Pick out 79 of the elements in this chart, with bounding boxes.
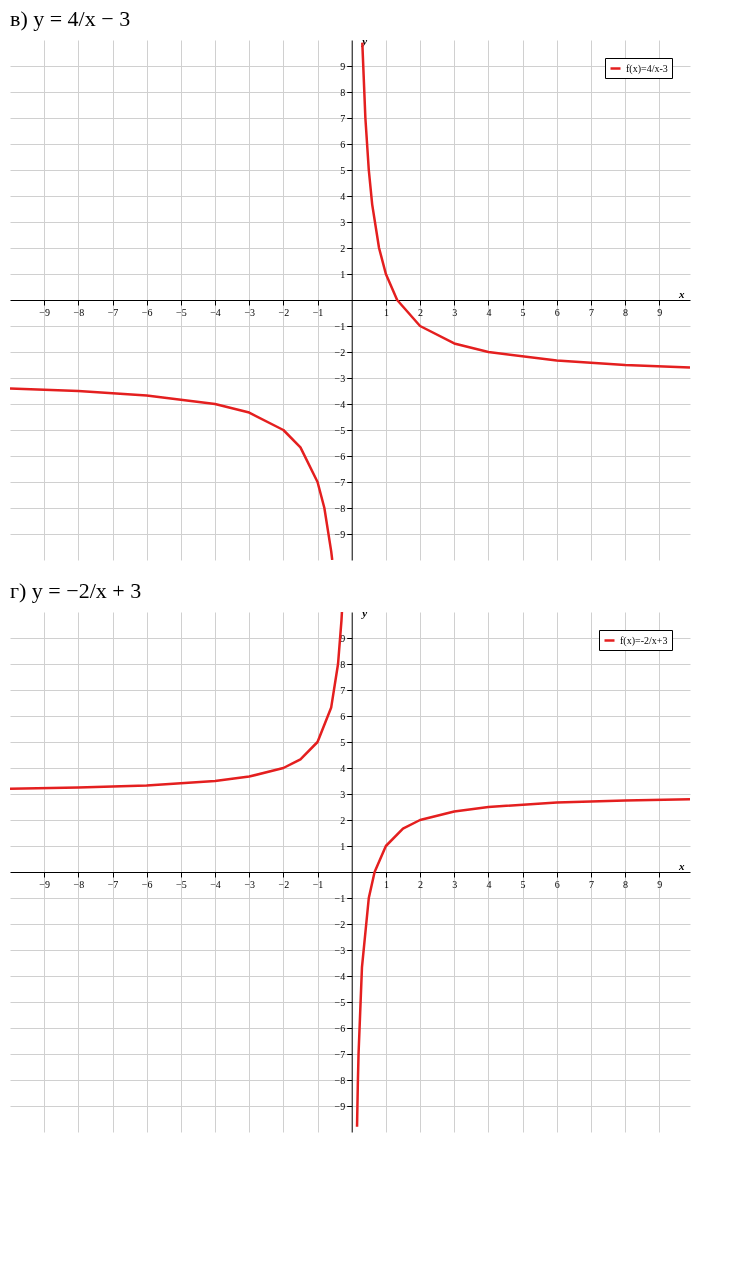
y-tick-label: −1 — [334, 320, 346, 332]
x-axis-title: x — [678, 287, 685, 300]
y-tick-label: 3 — [340, 216, 346, 228]
x-tick-label: −8 — [73, 306, 85, 318]
x-tick-label: −9 — [39, 878, 50, 890]
y-tick-label: 1 — [340, 268, 346, 280]
x-tick-label: −2 — [278, 306, 290, 318]
y-tick-label: 5 — [340, 164, 346, 176]
x-tick-label: −9 — [39, 306, 50, 318]
x-tick-label: 7 — [588, 306, 594, 318]
x-tick-label: −4 — [210, 306, 221, 318]
x-tick-label: −4 — [210, 878, 221, 890]
y-tick-label: −5 — [334, 996, 346, 1008]
y-tick-label: −7 — [334, 476, 346, 488]
x-tick-label: −8 — [73, 878, 85, 890]
y-tick-label: −3 — [334, 372, 346, 384]
y-tick-label: 2 — [340, 814, 346, 826]
y-tick-label: −6 — [334, 450, 346, 462]
x-tick-label: 6 — [554, 306, 560, 318]
y-tick-label: −2 — [334, 918, 346, 930]
y-tick-label: −8 — [334, 502, 346, 514]
x-tick-label: 2 — [418, 878, 424, 890]
y-tick-label: −4 — [334, 970, 346, 982]
x-tick-label: 5 — [520, 878, 526, 890]
x-tick-label: −6 — [141, 878, 153, 890]
y-tick-label: 3 — [340, 788, 346, 800]
y-tick-label: 5 — [340, 736, 346, 748]
legend-label: f(x)=4/x-3 — [626, 62, 668, 75]
x-tick-label: −7 — [107, 306, 119, 318]
y-tick-label: 8 — [340, 658, 346, 670]
x-tick-label: 3 — [452, 306, 458, 318]
x-tick-label: −5 — [176, 306, 187, 318]
y-tick-label: 6 — [340, 710, 346, 722]
y-tick-label: 7 — [340, 112, 346, 124]
x-tick-label: 2 — [418, 306, 424, 318]
x-tick-label: 9 — [657, 306, 663, 318]
y-tick-label: −5 — [334, 424, 346, 436]
y-tick-label: 2 — [340, 242, 346, 254]
y-tick-label: 1 — [340, 840, 346, 852]
x-tick-label: 4 — [486, 878, 492, 890]
x-axis-title: x — [678, 859, 685, 872]
x-tick-label: 8 — [623, 306, 629, 318]
x-tick-label: 6 — [554, 878, 560, 890]
x-tick-label: 3 — [452, 878, 458, 890]
y-tick-label: 9 — [340, 632, 346, 644]
x-tick-label: 1 — [383, 306, 389, 318]
y-tick-label: −9 — [334, 528, 346, 540]
y-tick-label: −2 — [334, 346, 346, 358]
y-tick-label: −3 — [334, 944, 346, 956]
x-tick-label: −3 — [244, 878, 256, 890]
x-tick-label: 5 — [520, 306, 526, 318]
y-tick-label: 6 — [340, 138, 346, 150]
x-tick-label: 8 — [623, 878, 629, 890]
y-tick-label: −8 — [334, 1074, 346, 1086]
x-tick-label: 7 — [588, 878, 594, 890]
x-tick-label: −3 — [244, 306, 256, 318]
y-tick-label: −6 — [334, 1022, 346, 1034]
x-tick-label: 1 — [383, 878, 389, 890]
chart-title: г) y = −2/x + 3 — [10, 578, 142, 603]
y-tick-label: 4 — [340, 762, 346, 774]
y-tick-label: −4 — [334, 398, 346, 410]
y-tick-label: 9 — [340, 60, 346, 72]
y-tick-label: −9 — [334, 1100, 346, 1112]
y-axis-title: y — [360, 606, 368, 619]
y-tick-label: 8 — [340, 86, 346, 98]
legend-label: f(x)=-2/x+3 — [620, 634, 668, 647]
x-tick-label: −1 — [312, 306, 324, 318]
y-tick-label: 4 — [340, 190, 346, 202]
y-tick-label: 7 — [340, 684, 346, 696]
x-tick-label: 9 — [657, 878, 663, 890]
x-tick-label: −5 — [176, 878, 187, 890]
x-tick-label: −2 — [278, 878, 290, 890]
x-tick-label: −6 — [141, 306, 153, 318]
chart-title: в) y = 4/x − 3 — [10, 6, 131, 31]
y-tick-label: −1 — [334, 892, 346, 904]
y-tick-label: −7 — [334, 1048, 346, 1060]
x-tick-label: −7 — [107, 878, 119, 890]
x-tick-label: −1 — [312, 878, 324, 890]
x-tick-label: 4 — [486, 306, 492, 318]
